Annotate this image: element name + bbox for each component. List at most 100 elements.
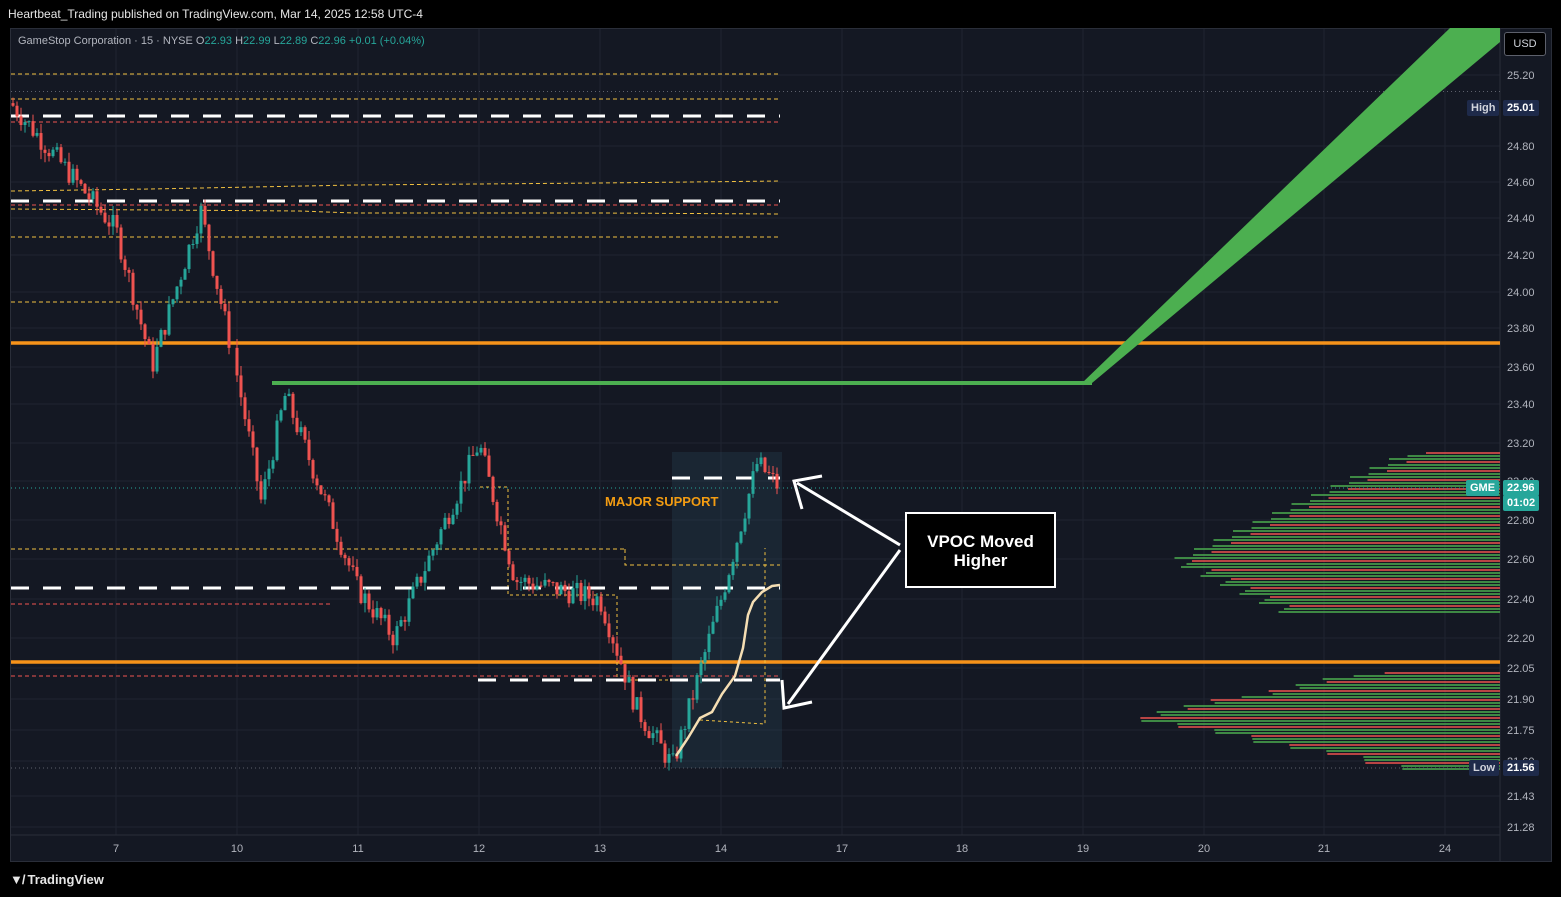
profile-bar xyxy=(1250,587,1500,589)
candle-body xyxy=(15,105,19,117)
candle-body xyxy=(467,454,471,484)
profile-bar xyxy=(1406,461,1500,463)
candle-body xyxy=(127,269,131,273)
candle-body xyxy=(635,697,639,710)
candle-body xyxy=(571,588,575,604)
candle-body xyxy=(587,586,591,599)
candle-body xyxy=(303,427,307,440)
candle-body xyxy=(691,698,695,700)
candle-body xyxy=(735,542,739,562)
candle-body xyxy=(83,183,87,194)
high-tag-value: 25.01 xyxy=(1503,100,1539,116)
green-projection-wedge xyxy=(1082,28,1500,383)
profile-bar xyxy=(1270,524,1500,526)
profile-bar xyxy=(1289,515,1500,517)
y-tick-label: 21.28 xyxy=(1507,822,1535,834)
candle-body xyxy=(35,133,39,136)
candle-body xyxy=(79,180,83,184)
candle-body xyxy=(47,152,51,157)
profile-bar xyxy=(1291,503,1500,505)
high-value: 22.99 xyxy=(243,35,271,47)
profile-bar xyxy=(1426,452,1500,454)
candle-body xyxy=(19,116,23,126)
candle-body xyxy=(643,722,647,732)
profile-bar xyxy=(1271,518,1500,520)
profile-bar xyxy=(1264,599,1500,601)
profile-bar xyxy=(1311,494,1500,496)
candle-body xyxy=(259,481,263,500)
candle-body xyxy=(663,743,667,763)
volume-profile xyxy=(1140,452,1500,770)
value-area-line xyxy=(699,548,766,725)
profile-bar xyxy=(1348,488,1500,490)
candle-body xyxy=(239,375,243,398)
candle-body xyxy=(331,502,335,529)
y-tick-label: 22.20 xyxy=(1507,633,1535,645)
candle-body xyxy=(351,565,355,567)
x-tick-label: 11 xyxy=(352,843,363,855)
high-tag-label: High xyxy=(1467,100,1500,116)
candle-body xyxy=(99,206,103,213)
candle-body xyxy=(747,493,751,519)
candle-body xyxy=(391,634,395,646)
y-tick-label: 21.90 xyxy=(1507,694,1535,706)
profile-bar xyxy=(1193,554,1500,556)
candle-body xyxy=(191,243,195,245)
candle-body xyxy=(547,579,551,583)
profile-bar xyxy=(1309,506,1500,508)
profile-bar xyxy=(1353,675,1500,677)
candle-body xyxy=(679,729,683,759)
candle-body xyxy=(483,447,487,456)
currency-button[interactable]: USD xyxy=(1504,32,1546,56)
y-tick-label: 22.40 xyxy=(1507,594,1535,606)
tradingview-logo[interactable]: ▼/TradingView xyxy=(10,872,104,887)
candle-body xyxy=(387,614,391,635)
profile-bar xyxy=(1214,702,1500,704)
profile-bar xyxy=(1310,500,1500,502)
candle-body xyxy=(615,643,619,656)
candle-body xyxy=(591,598,595,606)
candle-body xyxy=(87,193,91,200)
profile-bar xyxy=(1330,485,1500,487)
candle-body xyxy=(371,609,375,618)
profile-bar xyxy=(1215,732,1500,734)
time-axis: 7 10 11 12 13 14 17 18 19 20 21 24 xyxy=(113,843,1451,855)
candle-body xyxy=(143,324,147,340)
candle-body xyxy=(203,205,207,225)
candle-body xyxy=(319,485,323,495)
candle-body xyxy=(131,272,135,305)
candle-body xyxy=(535,585,539,590)
candle-body xyxy=(299,427,303,433)
candle-body xyxy=(171,299,175,305)
candle-body xyxy=(399,620,403,627)
x-tick-label: 19 xyxy=(1077,843,1089,855)
candle-body xyxy=(151,344,155,372)
footer-bar: ▼/TradingView xyxy=(0,862,1561,897)
candlesticks xyxy=(11,97,779,771)
candle-body xyxy=(279,410,283,421)
candle-body xyxy=(363,593,367,604)
profile-bar xyxy=(1299,687,1500,689)
y-tick-label: 22.80 xyxy=(1507,515,1535,527)
profile-bar xyxy=(1322,678,1500,680)
candle-body xyxy=(671,753,675,755)
y-tick-label: 23.80 xyxy=(1507,323,1535,335)
profile-bar xyxy=(1174,557,1500,559)
candle-body xyxy=(619,655,623,665)
candle-body xyxy=(91,191,95,200)
candle-body xyxy=(343,554,347,559)
candle-body xyxy=(367,593,371,610)
candle-body xyxy=(103,212,107,223)
profile-bar xyxy=(1186,563,1500,565)
candle-body xyxy=(431,550,435,556)
profile-bar xyxy=(1289,744,1500,746)
candle-body xyxy=(39,133,43,150)
open-value: 22.93 xyxy=(204,35,233,47)
profile-bar xyxy=(1232,536,1500,538)
profile-bar xyxy=(1290,509,1500,511)
candle-body xyxy=(347,558,351,566)
candle-body xyxy=(123,259,127,270)
profile-bar xyxy=(1225,581,1500,583)
x-tick-label: 17 xyxy=(836,843,848,855)
